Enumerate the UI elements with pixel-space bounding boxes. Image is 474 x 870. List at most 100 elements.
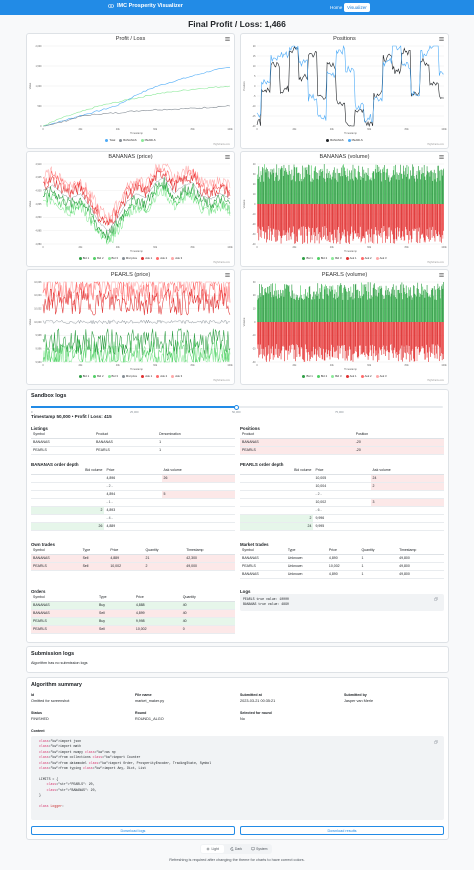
chart-menu-icon[interactable] <box>225 273 230 277</box>
volume-bar-ask <box>424 204 426 241</box>
volume-bar-ask <box>356 204 358 237</box>
x-tick-label: 0 <box>42 364 44 367</box>
chart-menu-icon[interactable] <box>439 273 444 277</box>
nav-visualizer-link[interactable]: Visualizer <box>344 3 370 12</box>
legend-item[interactable]: Ask 2 <box>360 256 372 260</box>
theme-light-option[interactable]: Light <box>201 845 225 853</box>
legend-item[interactable]: Bid 3 <box>331 256 342 260</box>
legend-item[interactable]: Bid 2 <box>316 256 327 260</box>
volume-bar-bid <box>285 169 287 204</box>
volume-bar-bid <box>433 295 434 322</box>
legend-marker <box>156 374 160 378</box>
volume-bar-ask <box>439 322 441 348</box>
legend-item[interactable]: Bid 3 <box>107 374 118 378</box>
chart-menu-icon[interactable] <box>225 37 230 41</box>
table-cell: PEARLS <box>31 617 97 626</box>
table-cell: Unknown <box>285 570 327 579</box>
table-cell: 9,998 <box>133 617 181 626</box>
legend-item[interactable]: Mid price <box>121 256 137 260</box>
y-tick-label: 20 <box>253 45 256 48</box>
legend-item[interactable]: PEARLS <box>140 138 156 142</box>
volume-bar-bid <box>423 173 424 204</box>
legend-item[interactable]: Bid 1 <box>302 374 313 378</box>
nav-home-link[interactable]: Home <box>330 5 343 10</box>
y-axis-label: Position <box>242 81 246 91</box>
volume-bar-bid <box>289 170 291 204</box>
volume-bar-ask <box>318 204 319 234</box>
legend-item[interactable]: Bid 2 <box>93 374 104 378</box>
legend-item[interactable]: Ask 1 <box>141 374 152 378</box>
table-cell: - 2 - <box>104 482 162 491</box>
chart-menu-icon[interactable] <box>225 155 230 159</box>
volume-bar-ask <box>337 322 339 346</box>
legend-item[interactable]: Ask 1 <box>345 374 357 378</box>
volume-bar-bid <box>354 284 356 322</box>
legend-item[interactable]: Ask 3 <box>171 374 182 378</box>
timestamp-slider[interactable] <box>31 404 443 410</box>
legend-item[interactable]: BANANAS <box>119 138 137 142</box>
volume-bar-ask <box>305 204 306 228</box>
volume-bar-bid <box>367 299 368 322</box>
volume-bar-ask <box>427 204 429 237</box>
chart-menu-icon[interactable] <box>439 37 444 41</box>
volume-bar-ask <box>265 322 267 361</box>
legend-item[interactable]: Ask 1 <box>141 256 152 260</box>
legend-item[interactable]: Ask 3 <box>171 256 182 260</box>
brand[interactable]: IMC Prosperity Visualizer <box>108 3 183 9</box>
legend-item[interactable]: Bid 3 <box>107 256 118 260</box>
legend-item[interactable]: BANANAS <box>326 138 344 142</box>
legend-item[interactable]: Ask 3 <box>375 374 387 378</box>
volume-bar-ask <box>340 204 342 241</box>
slider-thumb[interactable] <box>234 404 239 410</box>
table-cell: 49,000 <box>184 562 235 571</box>
volume-bar-bid <box>287 285 288 322</box>
volume-bar-ask <box>402 204 403 232</box>
volume-bar-bid <box>277 180 279 204</box>
theme-system-option[interactable]: System <box>248 845 271 853</box>
legend-item[interactable]: Ask 2 <box>156 256 167 260</box>
copy-code-icon[interactable] <box>434 740 438 744</box>
legend-item[interactable]: Total <box>105 138 115 142</box>
legend-marker <box>326 138 330 142</box>
legend-item[interactable]: Ask 1 <box>345 256 357 260</box>
legend-item[interactable]: Ask 2 <box>360 374 372 378</box>
volume-bar-ask <box>386 204 388 239</box>
table-cell <box>240 474 314 483</box>
legend-item[interactable]: Mid price <box>121 374 137 378</box>
volume-bar-bid <box>349 297 351 322</box>
legend-item[interactable]: Bid 1 <box>78 256 89 260</box>
theme-dark-option[interactable]: Dark <box>224 845 247 853</box>
legend-item[interactable]: Bid 2 <box>93 256 104 260</box>
legend-item[interactable]: Ask 2 <box>156 374 167 378</box>
legend-item[interactable]: Bid 3 <box>331 374 342 378</box>
volume-bar-ask <box>270 322 272 349</box>
table-header: Symbol <box>240 547 286 555</box>
legend-item[interactable]: PEARLS <box>347 138 363 142</box>
volume-bar-bid <box>316 295 318 322</box>
volume-bar-bid <box>394 174 396 204</box>
download-results-button[interactable]: Download results <box>240 826 444 835</box>
sun-icon <box>206 847 211 851</box>
chart-menu-icon[interactable] <box>439 155 444 159</box>
y-tick-label: -15 <box>252 115 256 118</box>
volume-bar-bid <box>401 173 403 204</box>
legend-item[interactable]: Ask 3 <box>375 256 387 260</box>
volume-bar-bid <box>419 169 421 204</box>
legend-item[interactable]: Bid 2 <box>316 374 327 378</box>
x-tick-label: 80k <box>405 128 410 131</box>
download-logs-button[interactable]: Download logs <box>31 826 235 835</box>
legend-item[interactable]: Bid 1 <box>78 374 89 378</box>
volume-bar-ask <box>365 204 367 232</box>
legend-item[interactable]: Bid 1 <box>302 256 313 260</box>
table-cell: 10,005 <box>313 474 371 483</box>
y-tick-label: 30 <box>253 281 256 284</box>
table-cell: 9,995 <box>313 522 371 531</box>
table-row: - 4 - <box>31 514 235 523</box>
volume-bar-ask <box>319 322 321 358</box>
volume-bar-bid <box>351 170 352 204</box>
copy-logs-icon[interactable] <box>434 597 438 601</box>
volume-bar-ask <box>403 322 405 347</box>
x-tick-label: 0 <box>256 128 258 131</box>
volume-bar-ask <box>323 204 325 236</box>
volume-bar-ask <box>297 322 299 348</box>
